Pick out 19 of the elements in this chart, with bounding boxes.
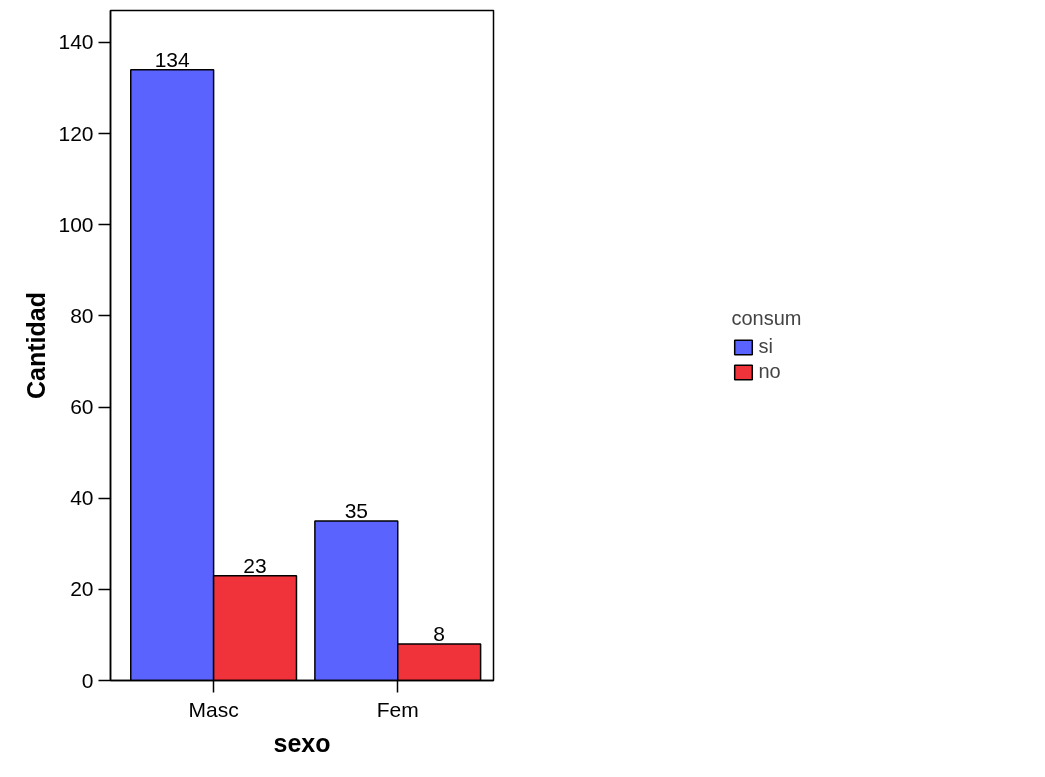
y-tick-label: 120 [58,121,94,145]
y-tick-label: 80 [70,303,94,327]
data-label: 35 [344,498,368,522]
y-tick-label: 100 [58,212,94,236]
legend-label: si [758,335,774,358]
x-axis-title: sexo [273,728,331,757]
data-label: 23 [243,553,267,577]
y-tick-label: 140 [58,30,94,54]
data-label: 134 [154,47,191,71]
x-tick-label: Masc [188,697,239,721]
y-tick-label: 60 [70,395,94,419]
legend-title: consum [731,307,802,330]
y-tick-label: 20 [70,577,94,601]
data-label: 8 [433,622,446,646]
y-tick-label: 40 [70,486,94,510]
y-axis-title: Cantidad [22,292,51,399]
legend-label: no [758,360,781,383]
x-tick-label: Fem [376,697,419,721]
y-tick-label: 0 [81,668,94,692]
